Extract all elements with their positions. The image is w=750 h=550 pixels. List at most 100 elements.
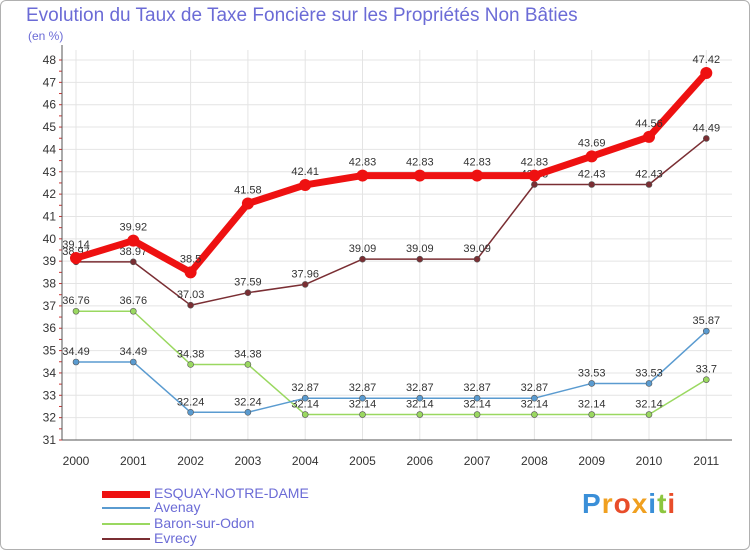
x-tick-label: 2004 [292, 454, 319, 468]
data-point [359, 394, 366, 402]
data-label: 37.03 [177, 289, 205, 301]
x-tick-label: 2008 [521, 454, 548, 468]
logo-letter: i [648, 488, 658, 519]
data-label: 32.14 [578, 399, 606, 411]
data-label: 34.38 [177, 348, 205, 360]
y-tick-label: 37 [43, 299, 57, 313]
data-point [187, 408, 194, 416]
data-label: 35.87 [693, 315, 721, 327]
y-tick-label: 39 [43, 254, 57, 268]
data-label: 39.14 [62, 239, 90, 251]
data-label: 37.96 [291, 268, 319, 280]
data-label: 32.14 [406, 399, 434, 411]
legend-item-avenay: Avenay [102, 499, 200, 515]
data-point [72, 307, 80, 315]
data-label: 32.14 [349, 399, 377, 411]
x-tick-label: 2002 [177, 454, 204, 468]
data-label: 32.14 [291, 399, 319, 411]
data-label: 32.87 [463, 382, 491, 394]
data-point [127, 234, 140, 247]
y-tick-label: 33 [43, 388, 57, 402]
legend-item-esquay: ESQUAY-NOTRE-DAME [102, 485, 309, 501]
x-tick-label: 2000 [63, 454, 90, 468]
data-point [299, 178, 312, 191]
proxiti-logo: Proxiti [582, 488, 676, 520]
x-tick-label: 2001 [120, 454, 147, 468]
y-tick-label: 32 [43, 411, 57, 425]
data-label: 39.92 [120, 222, 148, 234]
y-tick-label: 43 [43, 165, 57, 179]
logo-letter: t [657, 488, 668, 519]
data-label: 32.24 [177, 396, 205, 408]
legend-label: Avenay [154, 499, 201, 515]
logo-letter: P [582, 488, 602, 519]
data-label: 36.76 [62, 295, 90, 307]
data-label: 32.14 [463, 399, 491, 411]
data-point [531, 411, 538, 418]
data-point [645, 181, 653, 188]
data-point [70, 252, 82, 265]
data-point [130, 358, 137, 366]
data-label: 32.14 [521, 399, 549, 411]
data-label: 32.24 [234, 396, 262, 408]
series-line-baron-sur-odon [75, 310, 708, 416]
x-tick-label: 2003 [235, 454, 262, 468]
data-point [244, 408, 252, 416]
legend-swatch [102, 538, 150, 541]
data-point [528, 169, 541, 182]
data-point [588, 181, 596, 188]
data-label: 39.09 [349, 243, 377, 255]
data-point [702, 135, 710, 142]
data-point [72, 358, 80, 366]
series-line-esquay-notre-dame [72, 69, 710, 276]
data-point [244, 361, 252, 368]
data-label: 42.43 [578, 169, 606, 181]
data-point [645, 380, 653, 387]
x-tick-label: 2011 [693, 454, 719, 468]
data-point [416, 394, 424, 402]
y-tick-label: 41 [43, 209, 57, 223]
y-tick-label: 45 [43, 120, 57, 134]
data-label: 34.38 [234, 348, 262, 360]
data-point [130, 258, 137, 266]
data-label: 34.49 [120, 346, 148, 358]
data-point [413, 169, 426, 182]
data-label: 43.69 [578, 137, 606, 149]
data-label: 42.83 [521, 157, 549, 169]
x-tick-label: 2006 [406, 454, 433, 468]
legend-label: Evrecy [154, 530, 197, 546]
logo-letter: r [601, 488, 614, 519]
data-point [473, 411, 481, 418]
data-point [473, 255, 481, 263]
data-label: 42.43 [635, 169, 663, 181]
data-point [588, 380, 596, 387]
logo-letter: x [631, 488, 649, 519]
data-point [184, 266, 197, 279]
data-label: 42.41 [291, 166, 319, 178]
legend-item-evrecy: Evrecy [102, 530, 197, 546]
data-label: 47.42 [693, 54, 721, 66]
data-point [241, 197, 254, 210]
data-label: 39.09 [406, 243, 434, 255]
data-label: 42.83 [349, 157, 377, 169]
x-tick-label: 2007 [464, 454, 491, 468]
data-point [244, 289, 252, 296]
data-label: 32.87 [406, 382, 434, 394]
data-label: 33.53 [578, 367, 606, 379]
y-tick-label: 42 [43, 187, 57, 201]
logo-letter: o [613, 488, 632, 519]
data-point [301, 411, 309, 418]
data-label: 33.7 [696, 364, 717, 376]
data-point [416, 255, 424, 263]
series-line-evrecy [75, 137, 708, 306]
data-point [473, 394, 481, 402]
data-label: 38.97 [120, 246, 148, 258]
data-label: 44.56 [635, 118, 663, 130]
series-line-avenay [75, 330, 708, 414]
data-label: 34.49 [62, 346, 90, 358]
data-point [588, 411, 596, 418]
data-point [471, 169, 484, 182]
y-tick-label: 48 [43, 53, 57, 67]
